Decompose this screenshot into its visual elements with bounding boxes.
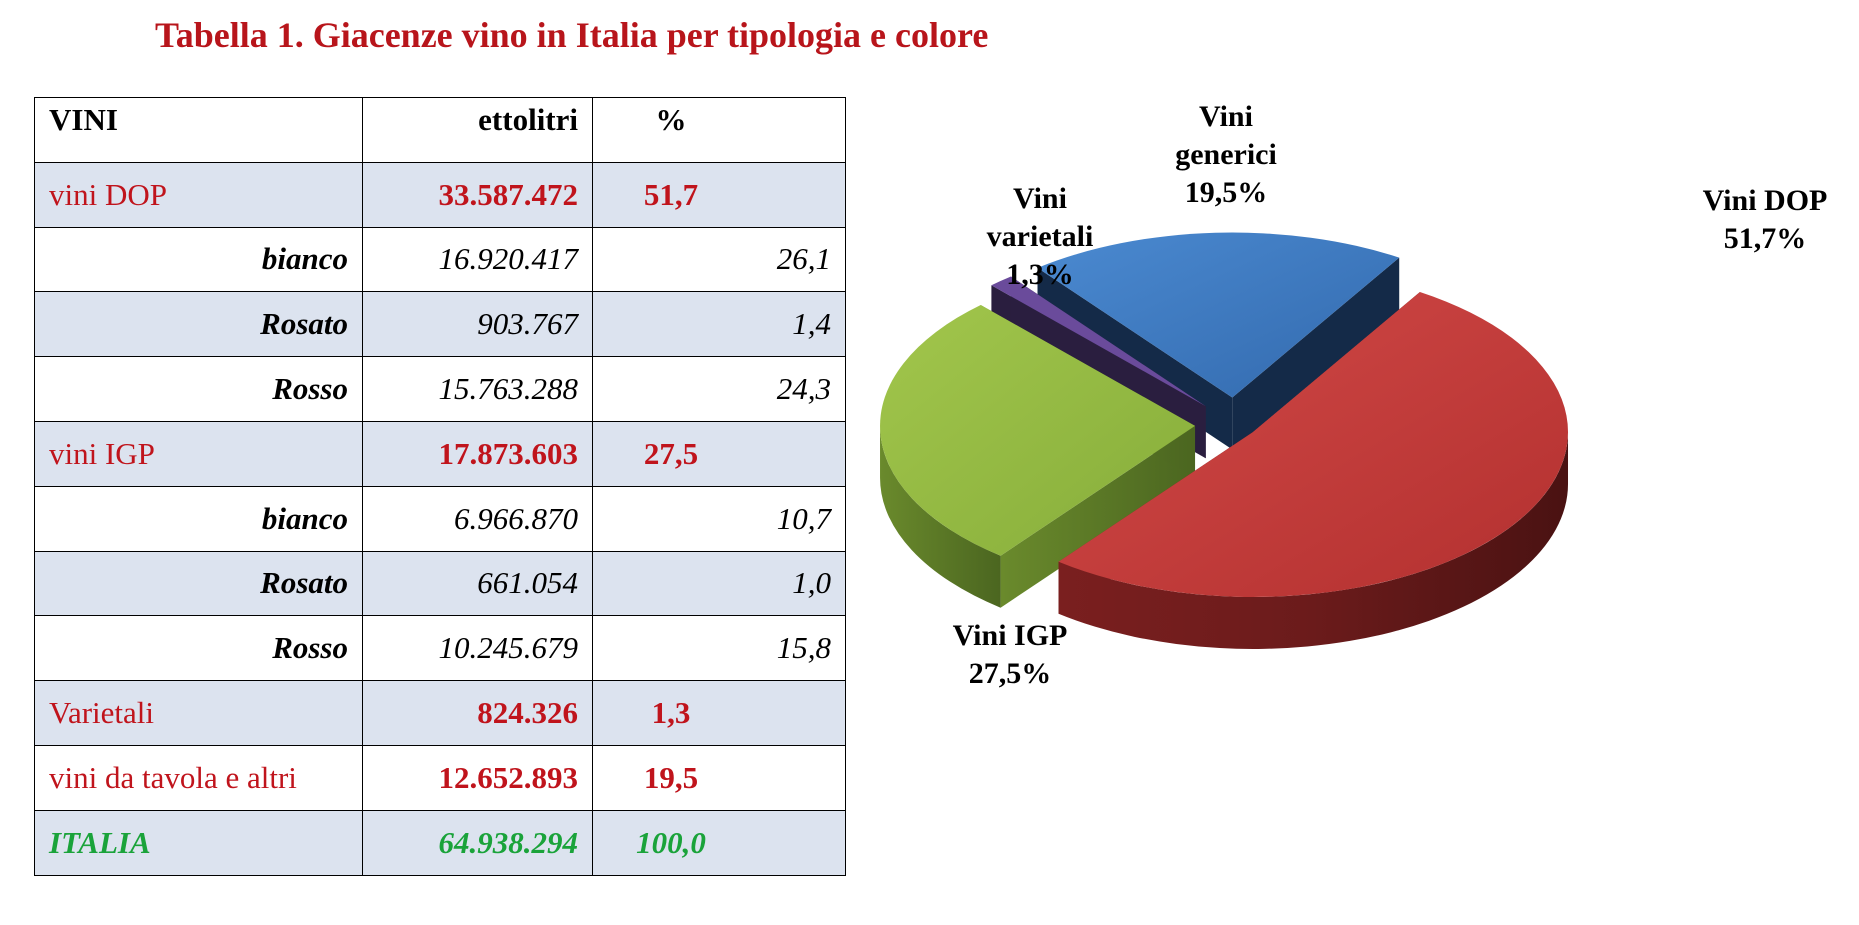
row-ettolitri: 64.938.294: [362, 809, 593, 876]
label-vini-generici: Vini generici 19,5%: [1175, 100, 1277, 209]
row-percent: 24,3: [592, 356, 846, 422]
slice-vini-dop: [1058, 292, 1569, 649]
row-label: ITALIA: [34, 809, 363, 876]
table-row: vini DOP 33.587.472 51,7: [34, 161, 846, 228]
table-row: Rosso 15.763.288 24,3: [34, 356, 846, 422]
row-ettolitri: 10.245.679: [362, 615, 593, 682]
table-row: Rosso 10.245.679 15,8: [34, 615, 846, 682]
row-label: bianco: [34, 485, 363, 552]
row-percent: 100,0: [592, 809, 846, 876]
row-percent: 1,3: [592, 680, 846, 746]
slice-vini-igp: [880, 305, 1196, 608]
label-vini-dop: Vini DOP 51,7%: [1703, 184, 1828, 255]
row-label: vini da tavola e altri: [34, 744, 363, 811]
table-row: Rosato 661.054 1,0: [34, 550, 846, 617]
row-ettolitri: 17.873.603: [362, 420, 593, 487]
row-ettolitri: 12.652.893: [362, 744, 593, 811]
row-label: bianco: [34, 226, 363, 293]
label-vini-igp: Vini IGP 27,5%: [953, 619, 1068, 690]
table-row: bianco 16.920.417 26,1: [34, 226, 846, 293]
row-ettolitri: 6.966.870: [362, 485, 593, 552]
row-ettolitri: 903.767: [362, 291, 593, 358]
row-ettolitri: 661.054: [362, 550, 593, 617]
row-percent: 26,1: [592, 226, 846, 293]
table-row: ITALIA 64.938.294 100,0: [34, 809, 846, 876]
row-label: Varietali: [34, 680, 363, 746]
header-percent: %: [592, 97, 846, 163]
row-percent: 15,8: [592, 615, 846, 682]
row-ettolitri: 15.763.288: [362, 356, 593, 422]
row-label: Rosso: [34, 615, 363, 682]
table-row: vini IGP 17.873.603 27,5: [34, 420, 846, 487]
label-vini-varietali: Vini varietali 1,3%: [987, 182, 1094, 291]
row-percent: 51,7: [592, 161, 846, 228]
row-percent: 1,4: [592, 291, 846, 358]
table-row: vini da tavola e altri 12.652.893 19,5: [34, 744, 846, 811]
wine-stock-table: VINI ettolitri % vini DOP 33.587.472 51,7 b…: [34, 97, 846, 876]
table-row: Rosato 903.767 1,4: [34, 291, 846, 358]
row-label: Rosato: [34, 291, 363, 358]
row-percent: 1,0: [592, 550, 846, 617]
pie-slices: [880, 232, 1569, 649]
table-title: Tabella 1. Giacenze vino in Italia per t…: [155, 15, 989, 55]
row-label: vini IGP: [34, 420, 363, 487]
pie-labels: Vini DOP 51,7% Vini IGP 27,5% Vini varietali 1…: [953, 100, 1828, 690]
row-percent: 27,5: [592, 420, 846, 487]
header-vini: VINI: [34, 97, 363, 163]
row-label: Rosso: [34, 356, 363, 422]
row-label: Rosato: [34, 550, 363, 617]
row-percent: 19,5: [592, 744, 846, 811]
